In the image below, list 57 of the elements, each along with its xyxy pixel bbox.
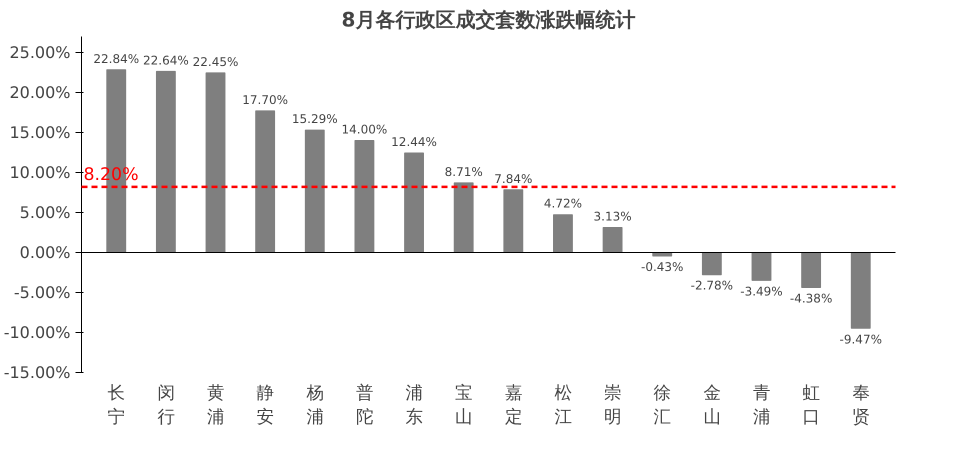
y-tick-label: 25.00% [9,43,71,62]
y-tick-label: -15.00% [4,363,70,382]
data-label: 8.71% [444,164,483,179]
y-tick-label: 10.00% [9,163,71,182]
data-label: -4.38% [790,292,832,306]
bar [404,152,424,253]
chart-title: 8月各行政区成交套数涨跌幅统计 [342,8,636,32]
x-tick-label: 青浦 [752,384,770,428]
data-label: 22.84% [93,52,140,66]
x-tick-label: 浦东 [406,384,423,428]
x-tick-label: 奉贤 [852,384,870,428]
bar [850,252,871,329]
bar [503,189,524,253]
data-label: 7.84% [494,172,532,186]
bar [553,214,573,253]
x-tick-label: 徐汇 [654,384,671,428]
x-tick-label: 长宁 [108,384,125,428]
bar [454,182,474,253]
data-label: 12.44% [391,134,437,149]
bar [156,70,176,253]
bar [304,130,325,253]
y-tick-label: 0.00% [20,243,70,262]
x-tick-label: 普陀 [356,384,373,428]
data-label: 3.13% [594,209,632,224]
y-tick-label: 20.00% [9,83,71,102]
x-tick-label: 金山 [703,384,720,428]
data-label: -9.47% [840,332,882,346]
bar [602,226,623,253]
x-tick-label: 嘉定 [504,384,522,428]
x-tick-label: 虹口 [802,384,820,428]
bar [255,110,276,253]
y-tick-label: 5.00% [20,203,70,222]
data-label: -3.49% [740,284,783,298]
data-label: 15.29% [292,112,338,126]
bar [801,252,822,288]
data-label: -2.78% [690,278,734,293]
x-tick-label: 闵行 [157,384,174,428]
x-tick-label: 静安 [256,384,274,428]
data-label: 4.72% [544,196,582,211]
x-tick-label: 杨浦 [305,384,324,428]
y-tick-label: -10.00% [4,323,70,342]
bar [702,252,722,276]
data-label: 17.70% [242,92,288,107]
x-tick-label: 黄浦 [207,384,224,428]
x-tick-label: 宝山 [455,384,472,428]
bar [752,252,772,281]
data-label: 22.64% [143,53,189,68]
y-tick-label: -5.00% [14,283,71,302]
x-tick-label: 松江 [554,384,572,428]
data-label: 22.45% [192,54,238,69]
data-label: -0.43% [640,260,684,274]
ref-line-label: 8.20% [84,164,139,185]
bar [354,140,374,253]
x-tick-label: 崇明 [604,384,622,428]
data-label: 14.00% [342,122,388,136]
bar [206,72,226,253]
y-tick-label: 15.00% [9,123,71,142]
